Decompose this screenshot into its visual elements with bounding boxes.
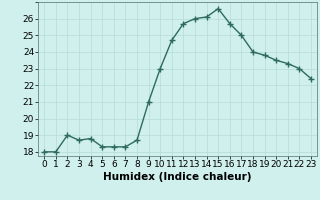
X-axis label: Humidex (Indice chaleur): Humidex (Indice chaleur)	[103, 172, 252, 182]
